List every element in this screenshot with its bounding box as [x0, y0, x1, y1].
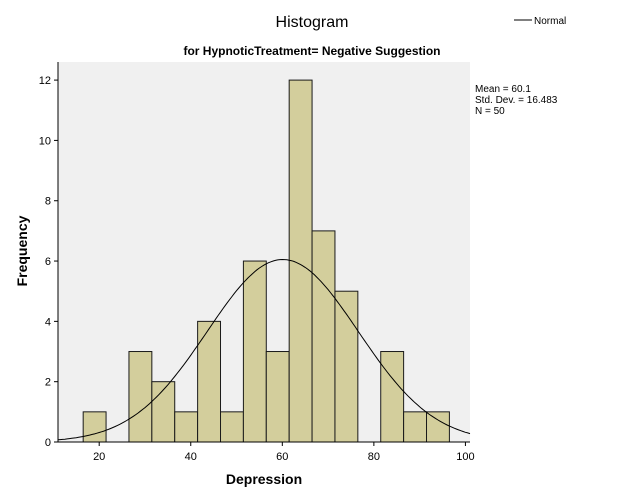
- y-tick-label: 8: [45, 196, 51, 208]
- stat-n: N = 50: [475, 106, 505, 117]
- histogram-bar: [380, 351, 405, 443]
- histogram-bar: [220, 411, 244, 443]
- y-tick-label: 0: [45, 437, 51, 449]
- y-tick-label: 4: [45, 316, 51, 328]
- y-tick-label: 6: [45, 256, 51, 268]
- x-tick-label: 80: [368, 451, 380, 463]
- axes: [57, 62, 470, 443]
- stat-mean: Mean = 60.1: [475, 84, 531, 95]
- x-tick-label: 60: [276, 451, 288, 463]
- stats-box: Mean = 60.1 Std. Dev. = 16.483 N = 50: [475, 84, 558, 117]
- y-tick-label: 12: [39, 75, 51, 87]
- legend-normal-label: Normal: [534, 16, 566, 27]
- histogram-bar: [265, 351, 290, 443]
- x-tick-label: 40: [185, 451, 197, 463]
- normal-curve: [57, 258, 471, 441]
- histogram-bar: [82, 411, 107, 443]
- y-tick-label: 10: [39, 135, 51, 147]
- histogram-bar: [128, 351, 153, 443]
- ticks: 0 2 4 6 8 10 12 20 40 60 80 100: [39, 75, 475, 463]
- y-axis-title: Frequency: [14, 215, 30, 286]
- histogram-bar: [197, 320, 222, 443]
- x-tick-label: 20: [93, 451, 105, 463]
- stat-std-dev: Std. Dev. = 16.483: [475, 95, 558, 106]
- x-tick-label: 100: [456, 451, 474, 463]
- histogram-bar: [242, 260, 267, 443]
- y-tick-label: 2: [45, 377, 51, 389]
- histogram-bar: [426, 411, 450, 443]
- chart-subtitle: for HypnoticTreatment= Negative Suggesti…: [183, 44, 440, 58]
- histogram-bar: [151, 381, 176, 443]
- histogram-bar: [311, 230, 336, 443]
- histogram-bar: [174, 411, 199, 443]
- x-axis-title: Depression: [226, 471, 302, 487]
- histogram-bar: [403, 411, 428, 443]
- bars: [82, 79, 450, 443]
- legend: Normal: [514, 16, 566, 27]
- chart-title: Histogram: [276, 14, 349, 31]
